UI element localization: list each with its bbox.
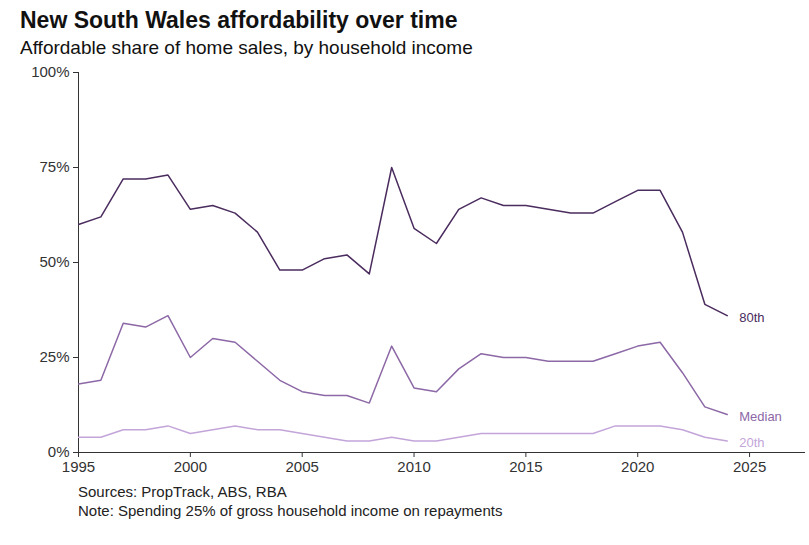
svg-text:25%: 25% bbox=[39, 348, 69, 365]
svg-text:0%: 0% bbox=[47, 443, 70, 461]
svg-text:50%: 50% bbox=[39, 253, 69, 270]
svg-text:2015: 2015 bbox=[509, 458, 542, 475]
svg-text:2010: 2010 bbox=[397, 458, 430, 475]
html-text:Note: Spending 25% of gross ho: Note: Spending 25% of gross household in… bbox=[78, 502, 503, 519]
svg-text:80th: 80th bbox=[739, 310, 764, 325]
svg-text:2020: 2020 bbox=[621, 458, 654, 475]
svg-text:2005: 2005 bbox=[286, 458, 319, 475]
svg-text:2000: 2000 bbox=[174, 458, 207, 475]
svg-text:2025: 2025 bbox=[733, 458, 766, 475]
svg-text:100%: 100% bbox=[31, 63, 69, 80]
svg-text:20th: 20th bbox=[739, 435, 764, 450]
svg-text:Median: Median bbox=[739, 409, 782, 424]
svg-text:75%: 75% bbox=[39, 158, 69, 175]
svg-text:1995: 1995 bbox=[62, 458, 95, 475]
html-text:Affordable share of home sales: Affordable share of home sales, by house… bbox=[20, 37, 473, 58]
html-text:New South Wales affordability: New South Wales affordability over time bbox=[20, 7, 458, 33]
html-text:Sources: PropTrack, ABS, RBA: Sources: PropTrack, ABS, RBA bbox=[78, 483, 287, 500]
